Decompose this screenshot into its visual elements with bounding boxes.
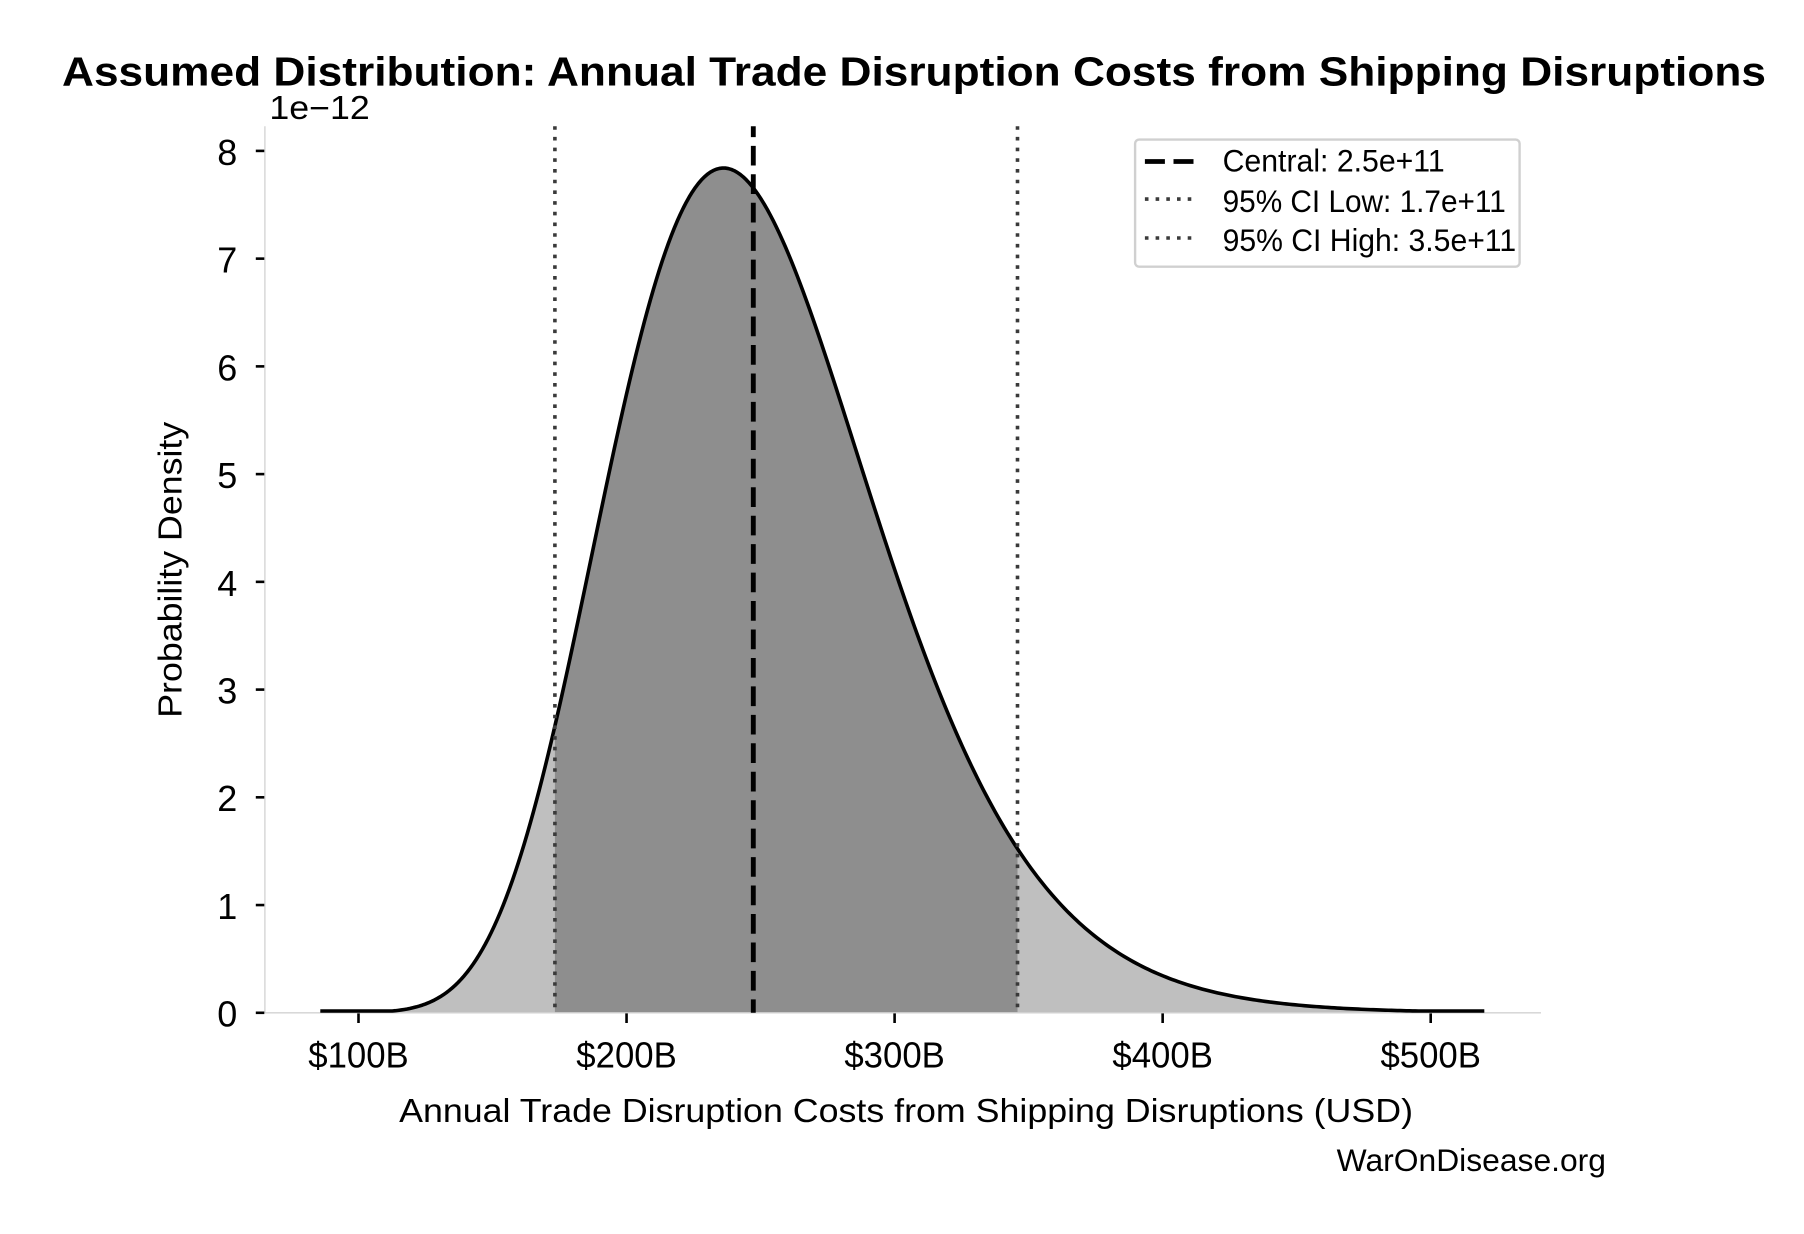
svg-text:4: 4: [217, 563, 237, 604]
svg-text:$100B: $100B: [308, 1035, 409, 1076]
svg-text:1e−12: 1e−12: [269, 89, 369, 126]
svg-text:$200B: $200B: [576, 1035, 677, 1076]
svg-text:Central: 2.5e+11: Central: 2.5e+11: [1223, 144, 1445, 179]
svg-text:$500B: $500B: [1380, 1035, 1481, 1076]
svg-text:$400B: $400B: [1112, 1035, 1213, 1076]
svg-text:Probability Density: Probability Density: [153, 422, 190, 718]
svg-text:Annual Trade Disruption Costs: Annual Trade Disruption Costs from Shipp…: [399, 1093, 1413, 1130]
svg-text:7: 7: [217, 240, 237, 281]
svg-text:3: 3: [217, 670, 237, 711]
svg-text:6: 6: [217, 347, 237, 388]
svg-text:95% CI Low: 1.7e+11: 95% CI Low: 1.7e+11: [1223, 184, 1506, 219]
svg-text:WarOnDisease.org: WarOnDisease.org: [1337, 1142, 1606, 1178]
svg-text:Assumed Distribution: Annual T: Assumed Distribution: Annual Trade Disru…: [62, 49, 1766, 95]
svg-text:5: 5: [217, 455, 237, 496]
svg-text:$300B: $300B: [844, 1035, 945, 1076]
svg-text:8: 8: [217, 132, 237, 173]
svg-text:1: 1: [217, 886, 237, 927]
svg-text:0: 0: [217, 994, 237, 1035]
svg-text:2: 2: [217, 778, 237, 819]
svg-text:95% CI High: 3.5e+11: 95% CI High: 3.5e+11: [1223, 223, 1517, 258]
